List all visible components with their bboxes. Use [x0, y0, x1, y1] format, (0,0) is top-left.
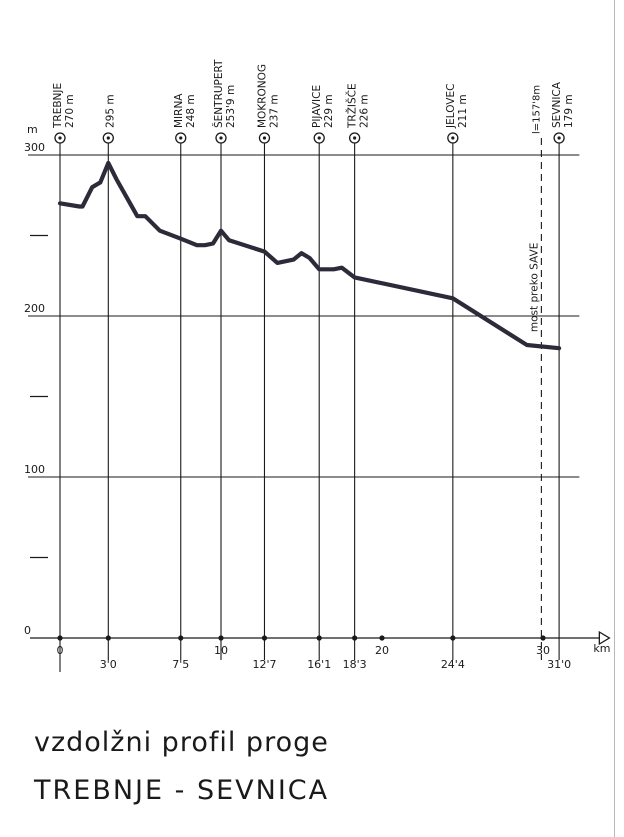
x-tick-label: 16'1	[307, 658, 331, 671]
bridge-length-label: l=157'8m	[531, 85, 542, 134]
grid	[28, 154, 580, 559]
station-label: ŠENTRUPERT 253'9 m	[212, 59, 237, 128]
station-name: ŠENTRUPERT	[212, 59, 225, 128]
bridge-length: l=157'8m	[531, 85, 542, 134]
station-label: JELOVEC 211 m	[445, 84, 469, 129]
station-elevation: 211 m	[457, 94, 469, 128]
x-axis-arrow	[598, 630, 611, 646]
x-tick-dot	[352, 635, 358, 641]
page-edge	[614, 0, 615, 837]
station-marker-dot	[451, 136, 455, 140]
station-marker-dot	[179, 136, 183, 140]
station-elevation: 226 m	[359, 94, 371, 128]
station-name: TREBNJE	[52, 83, 64, 129]
station-marker-dot	[106, 136, 110, 140]
station-elevation: 248 m	[185, 94, 197, 128]
x-tick-dot	[540, 635, 546, 641]
bridge-marker: l=157'8m most preko SAVE	[528, 85, 542, 660]
station-elevation: 253'9 m	[225, 85, 237, 128]
x-tick-dot	[379, 635, 385, 641]
station-marker-dot	[58, 136, 62, 140]
station-marker-dot	[557, 136, 561, 140]
station-marker-dot	[219, 136, 223, 140]
longitudinal-profile-diagram: TREBNJE 270 m 295 m MIRNA 248 m ŠENTRUPERT 253…	[24, 59, 611, 672]
station-marker-dot	[262, 136, 267, 140]
x-tick-dot	[450, 635, 456, 641]
profile-line	[57, 160, 562, 351]
x-tick-label: 31'0	[547, 658, 571, 671]
station-name: MOKRONOG	[256, 64, 268, 128]
x-tick-label: 30	[536, 644, 550, 657]
station-marker-dot	[353, 136, 357, 140]
x-unit-label: km	[593, 642, 610, 655]
station-name: TRŽIŠČE	[346, 83, 359, 129]
station-marker-dot	[317, 136, 321, 140]
y-tick-label: 0	[24, 624, 31, 637]
station-elevation: 270 m	[64, 94, 76, 128]
station-name: MIRNA	[173, 93, 185, 128]
x-tick-label: 24'4	[441, 658, 465, 671]
x-tick-label: 18'3	[343, 658, 367, 671]
x-tick-dot	[261, 635, 268, 641]
station-name: SEVNICA	[551, 81, 563, 128]
station-name: PIJAVICE	[311, 85, 323, 128]
station-label: TRŽIŠČE 226 m	[346, 83, 371, 129]
x-tick-dot	[57, 635, 63, 641]
station-label: TREBNJE 270 m	[52, 83, 76, 129]
station-elevation: 237 m	[268, 94, 280, 128]
y-tick-label: 300	[24, 141, 45, 154]
station-label: SEVNICA 179 m	[551, 81, 575, 128]
x-tick-dot	[316, 635, 322, 641]
x-tick-label: 12'7	[252, 658, 276, 671]
station-label: MIRNA 248 m	[173, 93, 197, 128]
y-tick-label: 100	[24, 463, 45, 476]
x-tick-dot	[218, 635, 224, 641]
station-elevation: 179 m	[563, 94, 575, 128]
station-elevation: 229 m	[323, 94, 335, 128]
station-elevation: 295 m	[104, 94, 116, 128]
caption-subtitle: vzdolžni profil proge	[34, 727, 329, 758]
station-label: 295 m	[104, 94, 116, 128]
caption-route: TREBNJE - SEVNICA	[34, 775, 330, 806]
bridge-label: most preko SAVE	[528, 243, 540, 332]
x-tick-label: 10	[214, 644, 228, 657]
station-lines: TREBNJE 270 m 295 m MIRNA 248 m ŠENTRUPERT 253…	[52, 59, 575, 672]
profile-line-group	[57, 160, 562, 351]
axes: 0 100 200 300 m km 0 3'0 7'5 10 12'7 16'1 18'3 20 24'4…	[24, 123, 611, 671]
station-label: MOKRONOG 237 m	[256, 64, 280, 128]
x-tick-label: 20	[375, 644, 389, 657]
station-name: JELOVEC	[445, 84, 457, 129]
x-tick-label: 7'5	[172, 658, 189, 671]
x-tick-dot	[178, 635, 184, 641]
x-tick-label: 3'0	[100, 658, 117, 671]
x-tick-label: 0	[57, 644, 64, 657]
x-tick-dot	[105, 635, 111, 641]
y-unit-label: m	[27, 123, 38, 136]
y-tick-label: 200	[24, 302, 45, 315]
station-label: PIJAVICE 229 m	[311, 85, 335, 128]
bridge-name: most preko SAVE	[528, 243, 540, 332]
